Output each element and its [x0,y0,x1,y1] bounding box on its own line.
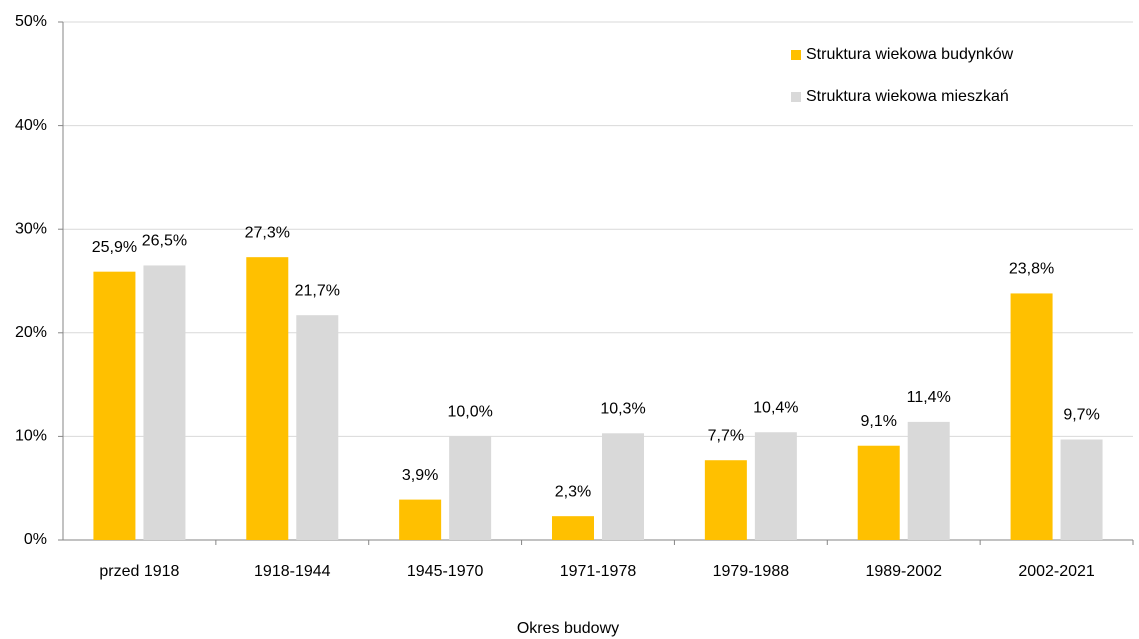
data-label: 7,7% [708,427,744,444]
bar [296,315,339,540]
x-axis-label: Okres budowy [517,620,619,637]
y-tick-label: 20% [15,324,47,341]
bar [754,432,797,540]
bar [399,499,442,540]
legend-swatch [791,50,801,60]
x-tick-label: 1979-1988 [713,563,790,580]
data-label: 21,7% [295,282,340,299]
bar [449,436,492,540]
bar [602,433,644,540]
bar [93,271,136,540]
data-label: 26,5% [142,233,187,250]
data-label: 27,3% [245,224,290,241]
y-tick-label: 10% [15,428,47,445]
data-label: 9,1% [860,413,896,430]
bar [143,265,186,540]
data-label: 23,8% [1009,261,1054,278]
legend-label: Struktura wiekowa mieszkań [806,88,1009,105]
bar [907,421,950,540]
x-tick-label: 1945-1970 [407,563,484,580]
data-label: 10,4% [753,399,798,416]
bar [1010,293,1053,540]
bar [857,445,900,540]
y-tick-label: 40% [15,117,47,134]
x-tick-label: 1971-1978 [560,563,637,580]
data-label: 10,3% [600,401,645,418]
legend-swatch [791,92,801,102]
bar [1060,439,1103,540]
data-label: 25,9% [92,239,137,256]
x-tick-label: 2002-2021 [1018,563,1095,580]
bar [246,257,289,540]
legend-label: Struktura wiekowa budynków [806,46,1014,63]
data-label: 11,4% [907,389,951,406]
x-tick-label: przed 1918 [99,563,179,580]
x-tick-label: 1918-1944 [254,563,331,580]
bar [552,516,594,540]
data-label: 3,9% [402,467,438,484]
x-tick-label: 1989-2002 [865,563,942,580]
bar [704,460,747,540]
data-label: 10,0% [447,404,492,421]
data-label: 2,3% [555,483,591,500]
y-tick-label: 50% [15,13,47,30]
y-tick-label: 30% [15,220,47,237]
data-label: 9,7% [1063,407,1099,424]
y-tick-label: 0% [24,531,47,548]
